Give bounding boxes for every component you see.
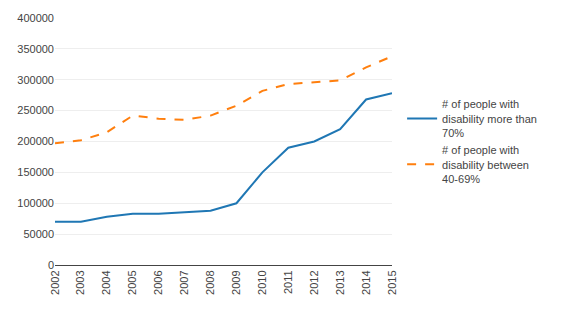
- svg-text:400000: 400000: [17, 12, 54, 24]
- svg-text:2011: 2011: [282, 270, 294, 294]
- svg-text:2014: 2014: [360, 270, 372, 294]
- svg-text:2009: 2009: [230, 270, 242, 294]
- svg-text:2007: 2007: [178, 270, 190, 294]
- svg-text:350000: 350000: [17, 43, 54, 55]
- svg-text:2002: 2002: [49, 270, 61, 294]
- svg-text:2008: 2008: [204, 270, 216, 294]
- svg-text:2015: 2015: [386, 270, 398, 294]
- svg-text:2006: 2006: [152, 270, 164, 294]
- svg-text:# of people withdisability mor: # of people withdisability more than70%: [442, 98, 537, 139]
- svg-text:0: 0: [48, 259, 54, 271]
- svg-text:250000: 250000: [17, 104, 54, 116]
- svg-text:2012: 2012: [308, 270, 320, 294]
- svg-text:2005: 2005: [126, 270, 138, 294]
- svg-text:50000: 50000: [23, 228, 54, 240]
- svg-text:2013: 2013: [334, 270, 346, 294]
- svg-text:# of people withdisability bet: # of people withdisability between40-69%: [442, 144, 529, 185]
- svg-text:2003: 2003: [74, 270, 86, 294]
- svg-text:150000: 150000: [17, 166, 54, 178]
- svg-text:300000: 300000: [17, 74, 54, 86]
- svg-text:100000: 100000: [17, 197, 54, 209]
- svg-text:200000: 200000: [17, 135, 54, 147]
- svg-text:2004: 2004: [100, 270, 112, 294]
- svg-text:2010: 2010: [256, 270, 268, 294]
